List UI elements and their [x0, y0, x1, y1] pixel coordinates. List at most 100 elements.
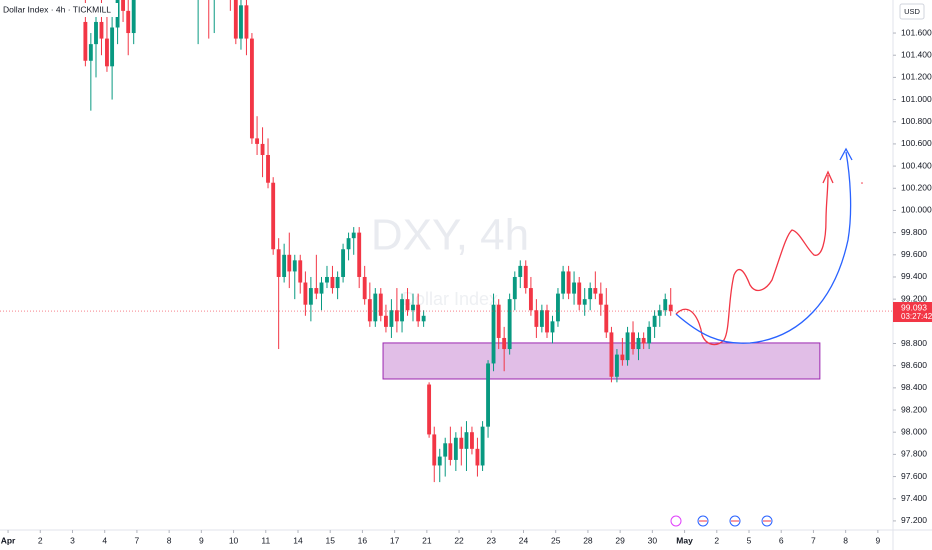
x-tick-label: May [676, 535, 693, 545]
candle-body [636, 337, 641, 350]
support-zone [382, 342, 821, 380]
candle-body [121, 0, 125, 11]
y-tick-label: 101.200 [901, 72, 932, 82]
candle-body [335, 276, 340, 289]
candle-body [448, 443, 453, 460]
candle-body [512, 276, 517, 300]
candle-body [362, 276, 367, 300]
candle-body [507, 299, 512, 350]
candle-body [367, 299, 372, 322]
candle-body [550, 321, 555, 333]
x-tick-label: 10 [229, 535, 239, 545]
candle-body [314, 288, 319, 294]
candle-body [464, 432, 469, 449]
candle-body [518, 265, 523, 277]
candle-body [609, 332, 614, 377]
candle-body [491, 304, 496, 364]
candle-body [249, 38, 254, 139]
candle-body [539, 310, 544, 327]
x-tick-label: 4 [102, 535, 107, 545]
y-tick-label: 101.400 [901, 49, 932, 59]
x-tick-label: 9 [875, 535, 880, 545]
candle-body [411, 304, 415, 311]
candle-body [341, 249, 346, 277]
x-tick-label: 6 [779, 535, 784, 545]
candle-body [126, 10, 131, 34]
projection-red [675, 174, 829, 346]
x-tick-label: 8 [843, 535, 848, 545]
candle-body [647, 326, 652, 344]
y-tick-label: 98.400 [901, 382, 927, 392]
candle-body [308, 288, 313, 305]
candle-body [502, 337, 507, 350]
candle-body [561, 271, 566, 294]
x-tick-label: 2 [38, 535, 43, 545]
event-icons[interactable] [670, 515, 773, 527]
candle-body [437, 456, 442, 466]
candle-body [588, 288, 593, 300]
candle-body [255, 138, 260, 144]
candle-body [572, 282, 577, 294]
candle-body [357, 232, 362, 277]
candle-body [330, 276, 335, 289]
y-tick-label: 99.800 [901, 227, 927, 237]
candle-body [351, 232, 356, 239]
candle-body [421, 315, 426, 322]
x-tick-label: 17 [390, 535, 400, 545]
y-tick-label: 99.200 [901, 293, 927, 303]
candle-body [325, 276, 329, 283]
candle-body [94, 21, 98, 45]
candle-body [641, 337, 646, 344]
x-tick-label: 21 [422, 535, 432, 545]
candle-body [614, 354, 619, 377]
candle-body [631, 332, 635, 350]
candle-body [443, 443, 448, 457]
candle-body [620, 354, 625, 361]
candle-body [545, 310, 549, 333]
candle-body [346, 238, 351, 250]
candle-body [266, 155, 270, 183]
candle-body [453, 437, 458, 460]
candle-body [319, 282, 324, 294]
candle-body [470, 432, 474, 449]
y-tick-label: 100.800 [901, 116, 932, 126]
candle-body [459, 437, 464, 449]
candle-body [88, 44, 93, 61]
x-tick-label: 11 [261, 535, 270, 545]
plot-area [0, 0, 893, 483]
x-tick-label: 7 [811, 535, 816, 545]
candle-body [582, 299, 587, 305]
candle-body [276, 249, 281, 277]
watermark: DXY, 4h [371, 211, 529, 260]
x-tick-label: 9 [199, 535, 204, 545]
watermark-sub: Dollar Index [402, 289, 498, 309]
candle-body [400, 299, 404, 322]
candle-body [416, 304, 421, 322]
candle-body [604, 304, 609, 333]
event-icon[interactable] [670, 515, 682, 527]
candle-body [239, 5, 243, 39]
last-price-label: 99.093 [901, 302, 927, 312]
candle-body [528, 288, 533, 311]
candle-body [105, 38, 109, 67]
projection-blue [675, 151, 852, 344]
candle-body [405, 299, 410, 311]
candle-body [384, 315, 388, 327]
candle-body [389, 310, 394, 327]
currency-box[interactable] [899, 3, 925, 20]
y-tick-label: 97.400 [901, 493, 927, 503]
currency[interactable]: USD [904, 7, 920, 16]
title-bg [0, 3, 118, 17]
countdown-label: 03:27:42 [901, 312, 932, 321]
candle-body [577, 282, 582, 305]
x-tick-label: 30 [648, 535, 658, 545]
candle-body [496, 304, 501, 338]
candle-body [663, 299, 668, 311]
candle-body [83, 21, 88, 61]
candle-body [657, 310, 662, 316]
candle-body [432, 434, 437, 466]
candle-body [378, 293, 383, 316]
candle-body [566, 271, 571, 294]
candle-body [244, 5, 249, 39]
